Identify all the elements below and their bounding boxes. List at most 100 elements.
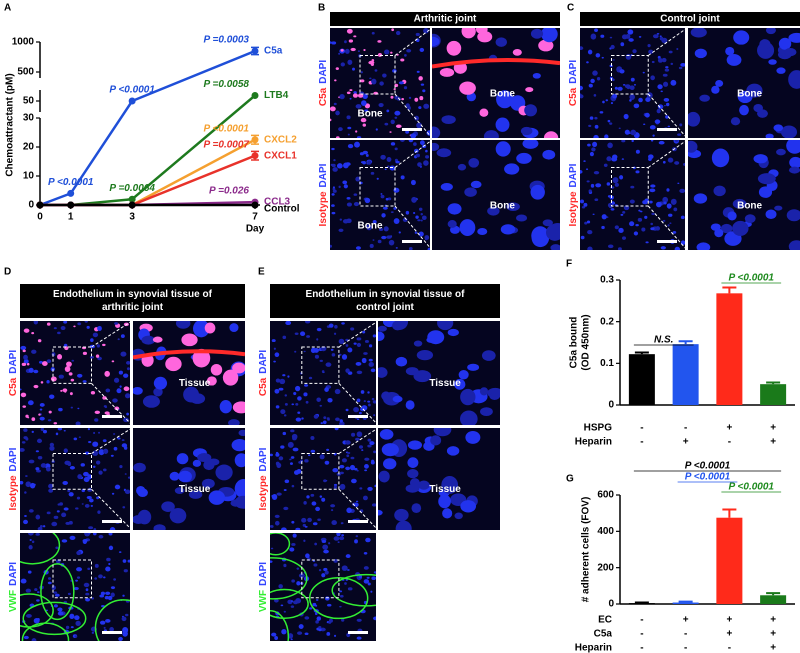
nucleus [97,510,101,514]
nucleus [98,449,105,456]
nucleus [489,392,500,400]
nucleus [439,67,455,77]
nucleus [776,67,786,74]
nucleus [588,189,592,193]
nucleus [356,398,361,403]
nucleus [108,533,113,536]
nucleus [512,49,522,56]
nucleus [668,213,673,217]
nucleus [178,470,192,483]
nucleus [410,179,416,186]
panel-letter: F [566,259,572,270]
nucleus [495,141,511,157]
nucleus [339,93,345,100]
nucleus [673,207,678,212]
nucleus [353,407,360,413]
nucleus [283,506,289,511]
nucleus [295,417,302,422]
nucleus [107,595,113,601]
nucleus [407,440,423,450]
nucleus [667,125,671,128]
nucleus [304,321,311,324]
nucleus [287,441,294,448]
scale-bar [348,520,368,523]
nucleus [669,222,672,225]
nucleus [308,454,311,457]
nucleus [367,160,372,165]
nucleus [298,624,304,629]
nucleus [788,240,800,250]
nucleus [274,352,280,358]
nucleus [68,520,73,525]
nucleus [316,327,322,332]
nucleus [447,203,462,215]
nucleus [281,629,287,635]
nucleus [437,321,454,331]
nucleus [394,147,398,151]
nucleus [394,508,409,522]
row-label: VWF DAPI [258,562,269,612]
nucleus [283,414,287,417]
stain-name: Isotype [258,475,269,510]
nucleus [672,230,677,234]
nucleus [667,157,674,163]
nucleus [367,400,371,403]
nucleus [594,28,598,32]
nucleus [296,581,301,586]
nucleus [320,422,323,425]
nucleus [409,478,420,488]
nucleus [652,34,659,39]
nucleus [406,48,412,53]
zoom-line [91,427,133,454]
nucleus [601,225,605,230]
nucleus [403,86,408,90]
y-tick-label: 0 [608,400,614,411]
nucleus [391,28,395,32]
nucleus [330,509,334,512]
nucleus [688,140,698,153]
micrograph [580,28,685,138]
nucleus [114,322,119,325]
nucleus [231,438,245,452]
stain-name: C5a [318,87,329,106]
nucleus [207,458,220,466]
micrograph-content [20,428,130,530]
nucleus [64,366,71,372]
nucleus [335,110,340,116]
nucleus [66,461,72,466]
nucleus [99,594,105,598]
nucleus [312,602,317,607]
nucleus [373,450,376,454]
nucleus [392,69,397,73]
nucleus [336,163,343,169]
nucleus [418,76,423,81]
nucleus [393,88,396,91]
condition-name: Heparin [575,643,612,653]
x-axis-label: Day [246,224,265,235]
nucleus [674,161,680,165]
nucleus [320,346,327,352]
counterstain-name: DAPI [568,163,579,187]
nucleus [63,321,68,324]
nucleus [356,342,362,347]
nucleus [666,203,672,209]
nucleus [330,244,333,248]
nucleus [77,373,83,378]
nucleus [398,231,401,234]
nucleus [122,594,125,597]
nucleus [395,247,398,249]
nucleus [324,460,330,465]
nucleus [112,398,118,403]
condition-mark: - [640,629,643,640]
nucleus [629,221,635,227]
nucleus [60,325,66,331]
nucleus [660,90,663,93]
nucleus [313,563,318,567]
nucleus [66,361,72,367]
nucleus [333,102,337,106]
nucleus [487,206,500,216]
nucleus [400,175,405,180]
nucleus [117,338,120,341]
nucleus [40,463,47,468]
nucleus [662,73,668,77]
